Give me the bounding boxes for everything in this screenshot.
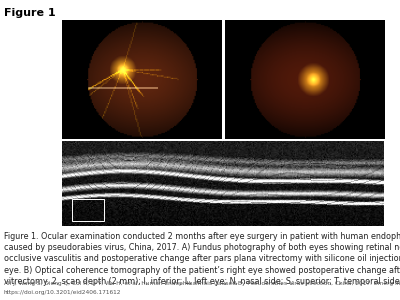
Text: L: L xyxy=(376,22,381,31)
Text: A: A xyxy=(65,22,73,32)
Text: Ali J, Wang S, Dieng Q, Col R, Li Y, Wu H, et al. Human Endophthalmitis Caused B: Ali J, Wang S, Dieng Q, Col R, Li Y, Wu … xyxy=(4,281,400,286)
Text: caused by pseudorabies virus, China, 2017. A) Fundus photography of both eyes sh: caused by pseudorabies virus, China, 201… xyxy=(4,243,400,252)
Text: https://doi.org/10.3201/eid2406.171612: https://doi.org/10.3201/eid2406.171612 xyxy=(4,290,122,295)
Text: Figure 1: Figure 1 xyxy=(4,8,56,17)
Text: eye. B) Optical coherence tomography of the patient’s right eye showed postopera: eye. B) Optical coherence tomography of … xyxy=(4,266,400,275)
Text: B: B xyxy=(65,142,72,152)
Text: vitrectomy. 2, scan depth (2 mm); I, inferior; L, left eye; N, nasal side; S, su: vitrectomy. 2, scan depth (2 mm); I, inf… xyxy=(4,277,400,286)
Text: occlusive vasculitis and postoperative change after pars plana vitrectomy with s: occlusive vasculitis and postoperative c… xyxy=(4,254,400,263)
Text: Figure 1. Ocular examination conducted 2 months after eye surgery in patient wit: Figure 1. Ocular examination conducted 2… xyxy=(4,232,400,241)
Bar xyxy=(72,199,104,220)
